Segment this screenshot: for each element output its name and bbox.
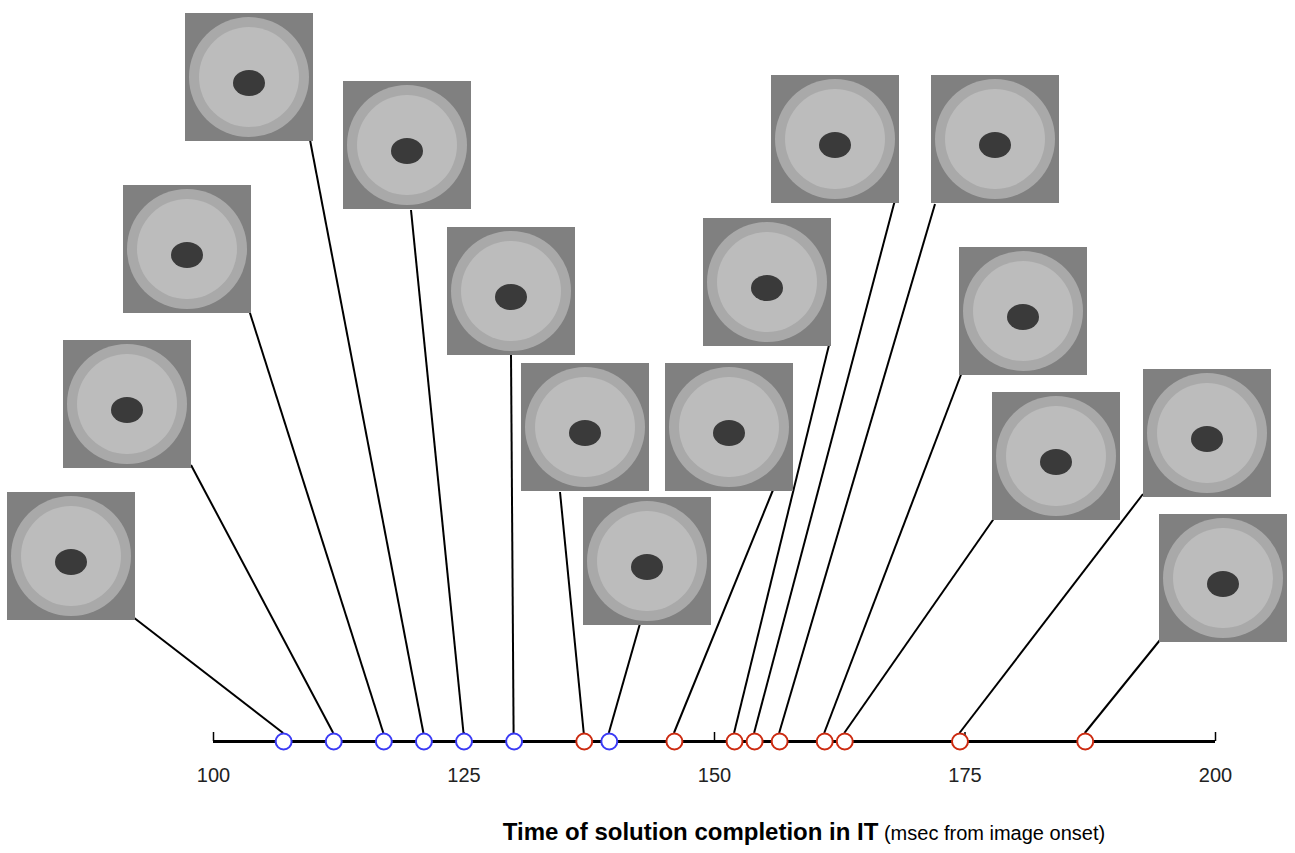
svg-text:125: 125 (447, 764, 480, 786)
svg-text:Time of solution completion in: Time of solution completion in IT (msec … (503, 818, 1105, 845)
svg-text:175: 175 (948, 764, 981, 786)
svg-text:200: 200 (1199, 764, 1232, 786)
svg-text:100: 100 (197, 764, 230, 786)
svg-text:150: 150 (698, 764, 731, 786)
